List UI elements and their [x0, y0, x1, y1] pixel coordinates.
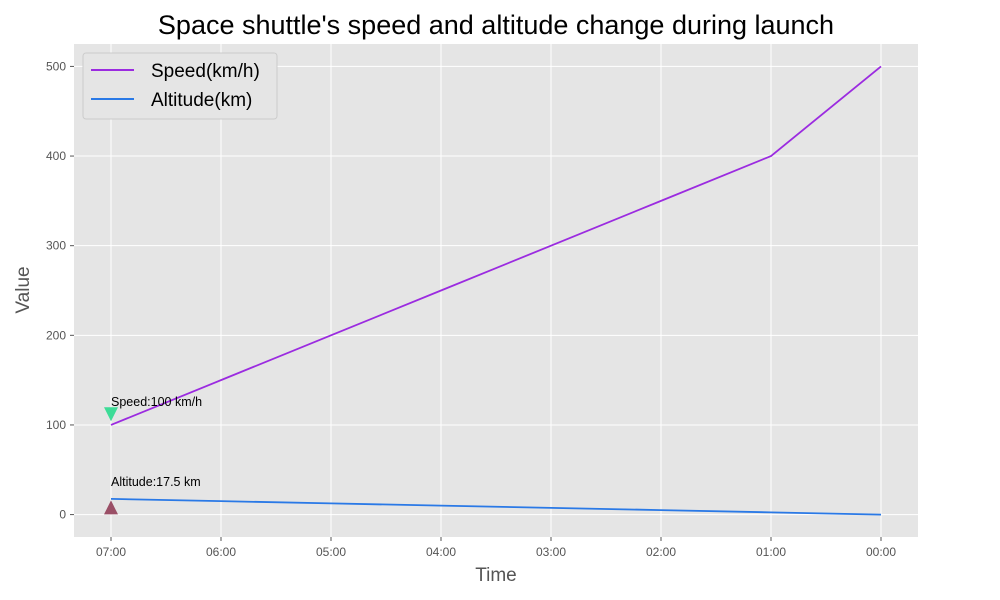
y-tick-label: 300: [46, 239, 66, 253]
x-tick-label: 07:00: [96, 545, 126, 559]
x-tick-label: 05:00: [316, 545, 346, 559]
x-tick-label: 00:00: [866, 545, 896, 559]
y-axis-ticks: 0 100 200 300 400 500: [46, 59, 74, 522]
legend[interactable]: Speed(km/h) Altitude(km): [82, 52, 278, 120]
y-tick-label: 100: [46, 418, 66, 432]
annotation-label-0: Speed:100 km/h: [111, 395, 202, 409]
chart-title: Space shuttle's speed and altitude chang…: [158, 10, 834, 40]
legend-label-speed: Speed(km/h): [151, 61, 260, 82]
annotation-marker-0: [104, 407, 118, 422]
series-lines: [110, 65, 882, 516]
x-tick-label: 04:00: [426, 545, 456, 559]
grid: [74, 44, 918, 537]
legend-label-altitude: Altitude(km): [151, 90, 252, 111]
y-tick-label: 0: [59, 508, 66, 522]
x-tick-label: 02:00: [646, 545, 676, 559]
annotation-marker-1: [104, 500, 118, 515]
annotations: Speed:100 km/h Altitude:17.5 km: [104, 395, 202, 515]
plot-area: [74, 44, 918, 537]
x-axis-label: Time: [475, 565, 517, 586]
y-tick-label: 200: [46, 328, 66, 342]
annotation-label-1: Altitude:17.5 km: [111, 475, 201, 489]
series-line-speed: [110, 65, 882, 426]
y-axis-label: Value: [13, 266, 34, 313]
y-tick-label: 400: [46, 149, 66, 163]
x-tick-label: 06:00: [206, 545, 236, 559]
x-tick-label: 03:00: [536, 545, 566, 559]
series-line-altitude: [110, 498, 882, 516]
x-tick-label: 01:00: [756, 545, 786, 559]
x-axis-ticks: 07:00 06:00 05:00 04:00 03:00 02:00 01:00 00:00: [96, 537, 896, 559]
y-tick-label: 500: [46, 59, 66, 73]
